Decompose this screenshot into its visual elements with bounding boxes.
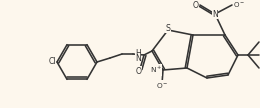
Text: O: O	[136, 67, 142, 75]
Text: H: H	[135, 49, 141, 58]
Text: F: F	[259, 37, 260, 47]
Text: F: F	[259, 64, 260, 72]
Text: O: O	[193, 1, 199, 10]
Text: O$^-$: O$^-$	[233, 0, 245, 9]
Text: N$^+$: N$^+$	[150, 65, 162, 75]
Text: O$^-$: O$^-$	[156, 80, 168, 90]
Text: F: F	[259, 51, 260, 60]
Text: S: S	[166, 24, 171, 33]
Text: N: N	[212, 10, 218, 18]
Text: N: N	[135, 54, 141, 63]
Text: Cl: Cl	[48, 57, 56, 67]
